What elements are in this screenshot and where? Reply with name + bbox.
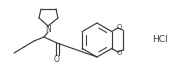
Text: O: O <box>54 56 60 64</box>
Text: N: N <box>45 24 51 34</box>
Text: HCl: HCl <box>152 35 168 43</box>
Text: O: O <box>117 50 122 56</box>
Text: O: O <box>117 24 122 30</box>
